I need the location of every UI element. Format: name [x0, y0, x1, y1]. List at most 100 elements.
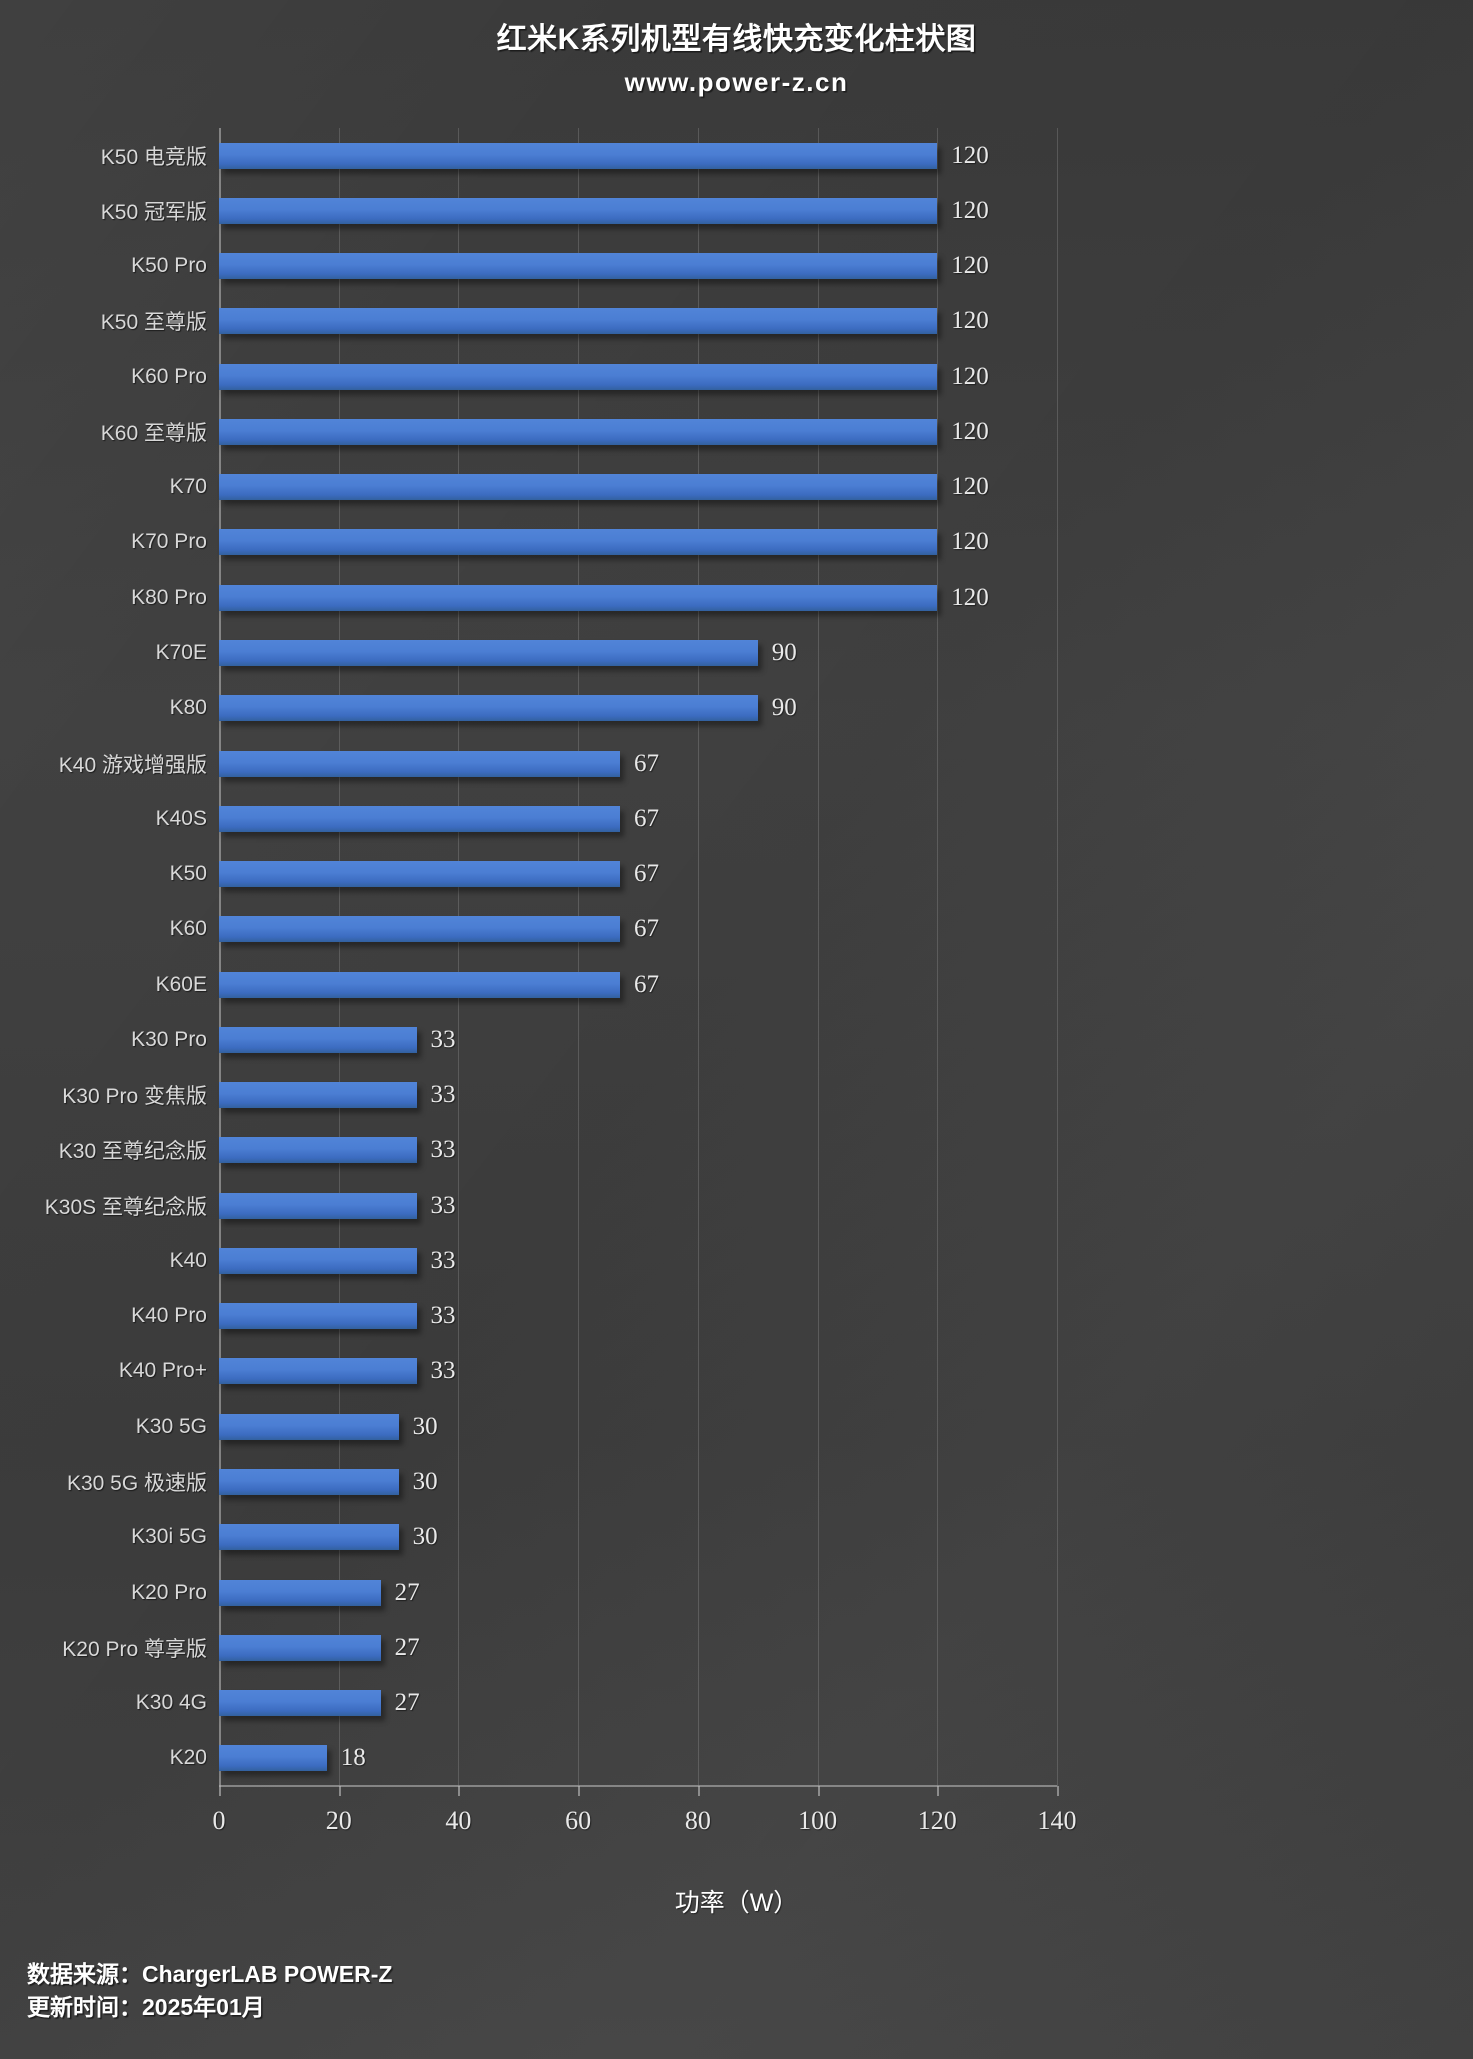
bar[interactable] — [219, 474, 938, 501]
bar[interactable] — [219, 142, 938, 169]
chart-header: 红米K系列机型有线快充变化柱状图 www.power-z.cn — [0, 20, 1473, 98]
bar-row[interactable]: K70 Pro 120 — [131, 515, 1057, 570]
x-tick-mark — [1057, 1786, 1059, 1796]
bar-value-label: 90 — [771, 694, 797, 722]
bar-row[interactable]: K40S 67 — [156, 791, 1057, 846]
bar-row[interactable]: K60 67 — [170, 902, 1057, 957]
bar-value-label: 30 — [412, 1412, 438, 1440]
bar[interactable] — [219, 363, 938, 390]
bar-row[interactable]: K30 5G 30 — [136, 1399, 1057, 1454]
bar[interactable] — [219, 1026, 417, 1053]
bar[interactable] — [219, 971, 621, 998]
bar-row[interactable]: K30 至尊纪念版 33 — [59, 1123, 1057, 1178]
bar-row[interactable]: K30 4G 27 — [136, 1675, 1057, 1730]
bar-row[interactable]: K80 90 — [170, 681, 1057, 736]
x-axis-title: 功率（W） — [674, 1889, 799, 1917]
bar-value-label: 120 — [951, 196, 989, 224]
category-label: K30 Pro — [131, 1027, 207, 1051]
category-label: K40 Pro — [131, 1304, 207, 1328]
bar[interactable] — [219, 1579, 381, 1606]
category-label: K60 Pro — [131, 364, 207, 388]
bar[interactable] — [219, 529, 938, 556]
bar[interactable] — [219, 1247, 417, 1274]
bar-row[interactable]: K40 Pro+ 33 — [119, 1344, 1057, 1399]
gridline — [338, 128, 340, 1786]
bar-value-label: 27 — [394, 1633, 420, 1661]
bar-row[interactable]: K60E 67 — [156, 957, 1057, 1012]
bar-row[interactable]: K30 Pro 变焦版 33 — [62, 1068, 1057, 1123]
bar[interactable] — [219, 1137, 417, 1164]
bar-row[interactable]: K50 至尊版 120 — [101, 294, 1057, 349]
bar-row[interactable]: K40 游戏增强版 67 — [59, 736, 1057, 791]
category-label: K20 Pro 尊享版 — [62, 1637, 207, 1661]
bar[interactable] — [219, 418, 938, 445]
x-tick-mark — [219, 1786, 221, 1796]
bar-value-label: 33 — [430, 1081, 456, 1109]
bar-row[interactable]: K30 5G 极速版 30 — [67, 1454, 1057, 1509]
bar-row[interactable]: K40 Pro 33 — [131, 1289, 1057, 1344]
bar[interactable] — [219, 1303, 417, 1330]
bar[interactable] — [219, 584, 938, 611]
bar-row[interactable]: K40 33 — [170, 1233, 1057, 1288]
bar-row[interactable]: K60 至尊版 120 — [101, 404, 1057, 459]
bar[interactable] — [219, 1358, 417, 1385]
x-tick-label: 40 — [445, 1806, 472, 1835]
bar-value-label: 67 — [634, 970, 660, 998]
bar-row[interactable]: K50 67 — [170, 846, 1057, 901]
bar[interactable] — [219, 1634, 381, 1661]
bar[interactable] — [219, 1192, 417, 1219]
bar-value-label: 33 — [430, 1025, 456, 1053]
bar-value-label: 120 — [951, 362, 989, 390]
bar[interactable] — [219, 1082, 417, 1109]
bar[interactable] — [219, 640, 758, 667]
bar-row[interactable]: K80 Pro 120 — [131, 570, 1057, 625]
x-axis-line — [219, 1785, 1057, 1787]
category-label: K30 至尊纪念版 — [58, 1140, 207, 1164]
x-tick-mark — [937, 1786, 940, 1796]
footer-source: 数据来源：ChargerLAB POWER-Z — [27, 1961, 393, 1987]
bar-row[interactable]: K30 Pro 33 — [131, 1012, 1057, 1067]
bar[interactable] — [219, 253, 938, 280]
gridline — [817, 128, 819, 1786]
bar-row[interactable]: K70E 90 — [156, 625, 1057, 680]
bar-row[interactable]: K70 120 — [170, 460, 1057, 515]
category-label: K20 Pro — [131, 1580, 207, 1604]
bar[interactable] — [219, 805, 621, 832]
bar[interactable] — [219, 695, 758, 722]
bar[interactable] — [219, 861, 621, 888]
category-label: K30 Pro 变焦版 — [62, 1085, 207, 1109]
bar-value-label: 30 — [412, 1523, 438, 1551]
x-tick-mark — [697, 1786, 700, 1796]
bar[interactable] — [219, 1524, 399, 1551]
footer-updated: 更新时间：2025年01月 — [27, 1993, 265, 2020]
bar[interactable] — [219, 308, 938, 335]
x-tick-label: 80 — [684, 1806, 711, 1835]
bar-row[interactable]: K30i 5G 30 — [131, 1510, 1057, 1565]
bar-value-label: 67 — [634, 860, 660, 888]
bar-row[interactable]: K50 冠军版 120 — [101, 183, 1057, 238]
bar-row[interactable]: K20 Pro 27 — [131, 1565, 1057, 1620]
bar[interactable] — [219, 1745, 327, 1772]
bar-value-label: 67 — [634, 915, 660, 943]
bar-value-label: 67 — [634, 749, 660, 777]
bar-row[interactable]: K20 Pro 尊享版 27 — [62, 1620, 1057, 1675]
bar-value-label: 27 — [394, 1689, 420, 1717]
bar[interactable] — [219, 916, 621, 943]
bar-row[interactable]: K30S 至尊纪念版 33 — [45, 1178, 1057, 1233]
bar[interactable] — [219, 1413, 399, 1440]
bar[interactable] — [219, 750, 621, 777]
plot-area: K50 电竞版 120 K50 冠军版 120 K50 Pro 120 K50 至尊版 120… — [45, 128, 1059, 1796]
bar[interactable] — [219, 1469, 399, 1496]
category-label: K30 4G — [135, 1691, 207, 1715]
category-label: K40 游戏增强版 — [58, 753, 207, 777]
bar-row[interactable]: K20 18 — [170, 1731, 1057, 1786]
x-tick-mark — [817, 1786, 820, 1796]
bar-row[interactable]: K60 Pro 120 — [131, 349, 1057, 404]
category-label: K40 Pro+ — [118, 1359, 207, 1383]
bar[interactable] — [219, 197, 938, 224]
bar[interactable] — [219, 1690, 381, 1717]
category-label: K40 — [169, 1248, 207, 1272]
bar-row[interactable]: K50 电竞版 120 — [101, 128, 1057, 183]
bar-row[interactable]: K50 Pro 120 — [131, 239, 1057, 294]
bar-value-label: 33 — [430, 1191, 456, 1219]
